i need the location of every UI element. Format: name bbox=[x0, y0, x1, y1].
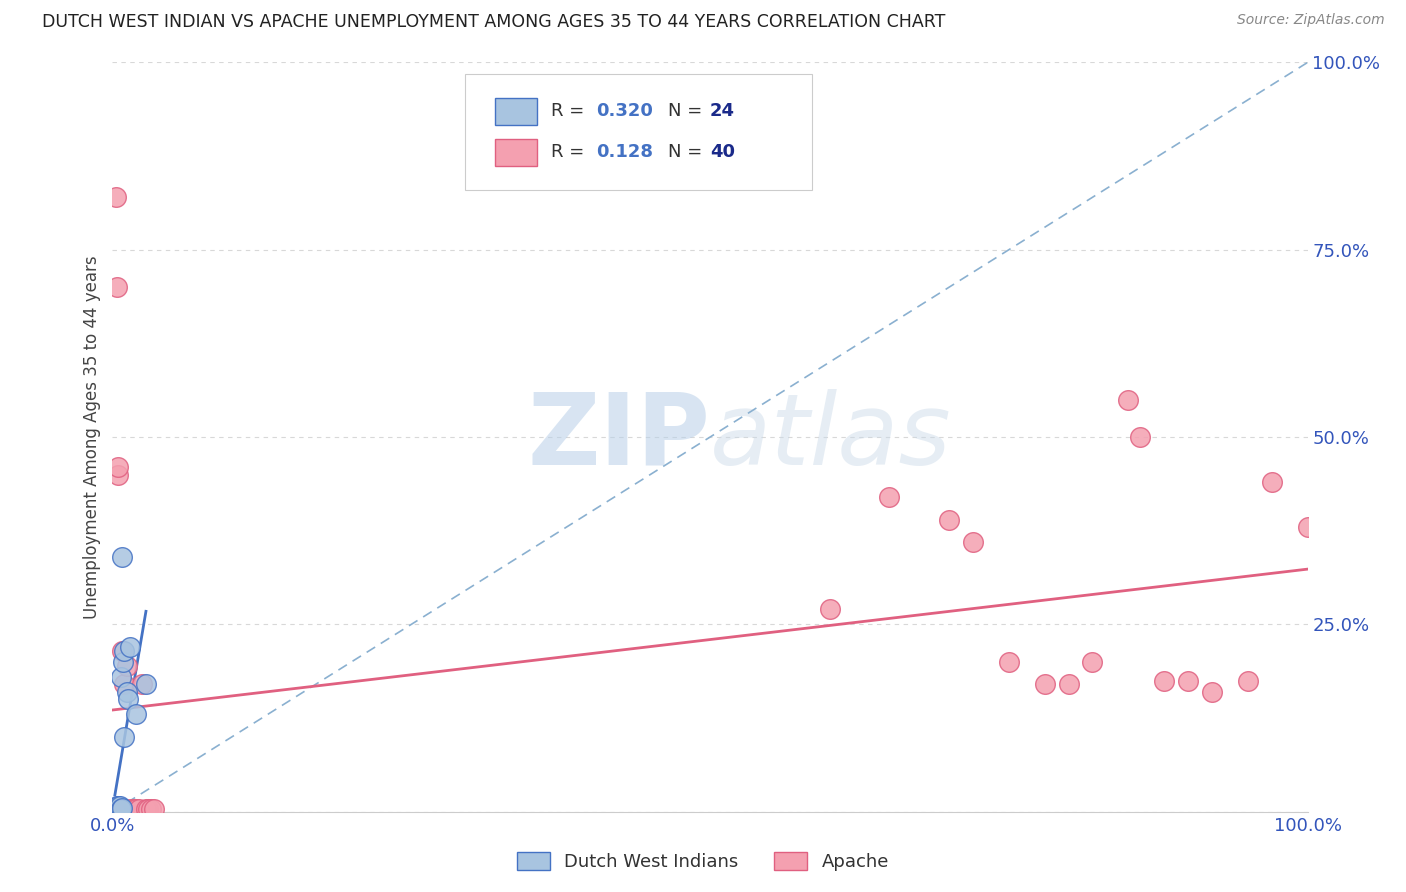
Point bbox=[139, 802, 162, 816]
Point bbox=[105, 190, 128, 204]
Point bbox=[111, 802, 134, 816]
Point bbox=[108, 802, 131, 816]
Point bbox=[114, 677, 135, 691]
Legend: Dutch West Indians, Apache: Dutch West Indians, Apache bbox=[510, 845, 896, 879]
Point bbox=[108, 798, 131, 813]
FancyBboxPatch shape bbox=[465, 74, 811, 190]
Point bbox=[1153, 673, 1175, 688]
Point bbox=[117, 692, 139, 706]
Point bbox=[879, 490, 901, 504]
Point bbox=[112, 655, 135, 669]
Point bbox=[114, 730, 135, 744]
Text: 40: 40 bbox=[710, 144, 735, 161]
Text: 24: 24 bbox=[710, 103, 735, 120]
Text: ZIP: ZIP bbox=[527, 389, 710, 485]
Point bbox=[107, 467, 129, 482]
Point bbox=[108, 802, 131, 816]
Point bbox=[105, 799, 128, 814]
Point bbox=[107, 799, 129, 814]
FancyBboxPatch shape bbox=[495, 97, 537, 125]
Point bbox=[125, 707, 148, 722]
Point bbox=[105, 802, 128, 816]
Point bbox=[1296, 520, 1319, 534]
Point bbox=[122, 802, 145, 816]
Point bbox=[1118, 392, 1140, 407]
Point bbox=[110, 670, 132, 684]
Point bbox=[114, 802, 135, 816]
Point bbox=[105, 280, 128, 294]
Text: 0.320: 0.320 bbox=[596, 103, 654, 120]
FancyBboxPatch shape bbox=[495, 139, 537, 166]
Point bbox=[998, 655, 1021, 669]
Point bbox=[1033, 677, 1056, 691]
Point bbox=[818, 602, 841, 616]
Point bbox=[104, 802, 127, 816]
Point bbox=[1261, 475, 1284, 489]
Point bbox=[111, 549, 134, 564]
Point bbox=[110, 802, 132, 816]
Point bbox=[105, 802, 128, 816]
Point bbox=[107, 802, 129, 816]
Point bbox=[120, 640, 142, 654]
Text: N =: N = bbox=[668, 144, 709, 161]
Text: Source: ZipAtlas.com: Source: ZipAtlas.com bbox=[1237, 13, 1385, 28]
Point bbox=[107, 802, 129, 816]
Point bbox=[114, 643, 135, 657]
Point bbox=[107, 801, 129, 815]
Point bbox=[107, 460, 129, 475]
Point bbox=[938, 512, 960, 526]
Text: atlas: atlas bbox=[710, 389, 952, 485]
Point bbox=[120, 802, 142, 816]
Point bbox=[1201, 685, 1223, 699]
Point bbox=[111, 643, 134, 657]
Point bbox=[104, 803, 127, 817]
Text: DUTCH WEST INDIAN VS APACHE UNEMPLOYMENT AMONG AGES 35 TO 44 YEARS CORRELATION C: DUTCH WEST INDIAN VS APACHE UNEMPLOYMENT… bbox=[42, 13, 946, 31]
Point bbox=[111, 801, 134, 815]
Point bbox=[1057, 677, 1080, 691]
Point bbox=[1177, 673, 1199, 688]
Point bbox=[962, 535, 984, 549]
Text: 0.128: 0.128 bbox=[596, 144, 654, 161]
Point bbox=[110, 802, 132, 816]
Point bbox=[138, 802, 160, 816]
Y-axis label: Unemployment Among Ages 35 to 44 years: Unemployment Among Ages 35 to 44 years bbox=[83, 255, 101, 619]
Point bbox=[128, 802, 150, 816]
Text: R =: R = bbox=[551, 144, 591, 161]
Point bbox=[115, 658, 138, 673]
Point bbox=[104, 803, 127, 817]
Point bbox=[105, 801, 128, 815]
Point bbox=[135, 802, 157, 816]
Point bbox=[125, 802, 148, 816]
Point bbox=[1129, 430, 1152, 444]
Text: N =: N = bbox=[668, 103, 709, 120]
Point bbox=[1237, 673, 1260, 688]
Point bbox=[143, 802, 166, 816]
Point bbox=[115, 685, 138, 699]
Point bbox=[1081, 655, 1104, 669]
Point bbox=[131, 677, 153, 691]
Point bbox=[105, 801, 128, 815]
Point bbox=[105, 802, 128, 816]
Point bbox=[105, 802, 128, 816]
Point bbox=[135, 677, 157, 691]
Text: R =: R = bbox=[551, 103, 591, 120]
